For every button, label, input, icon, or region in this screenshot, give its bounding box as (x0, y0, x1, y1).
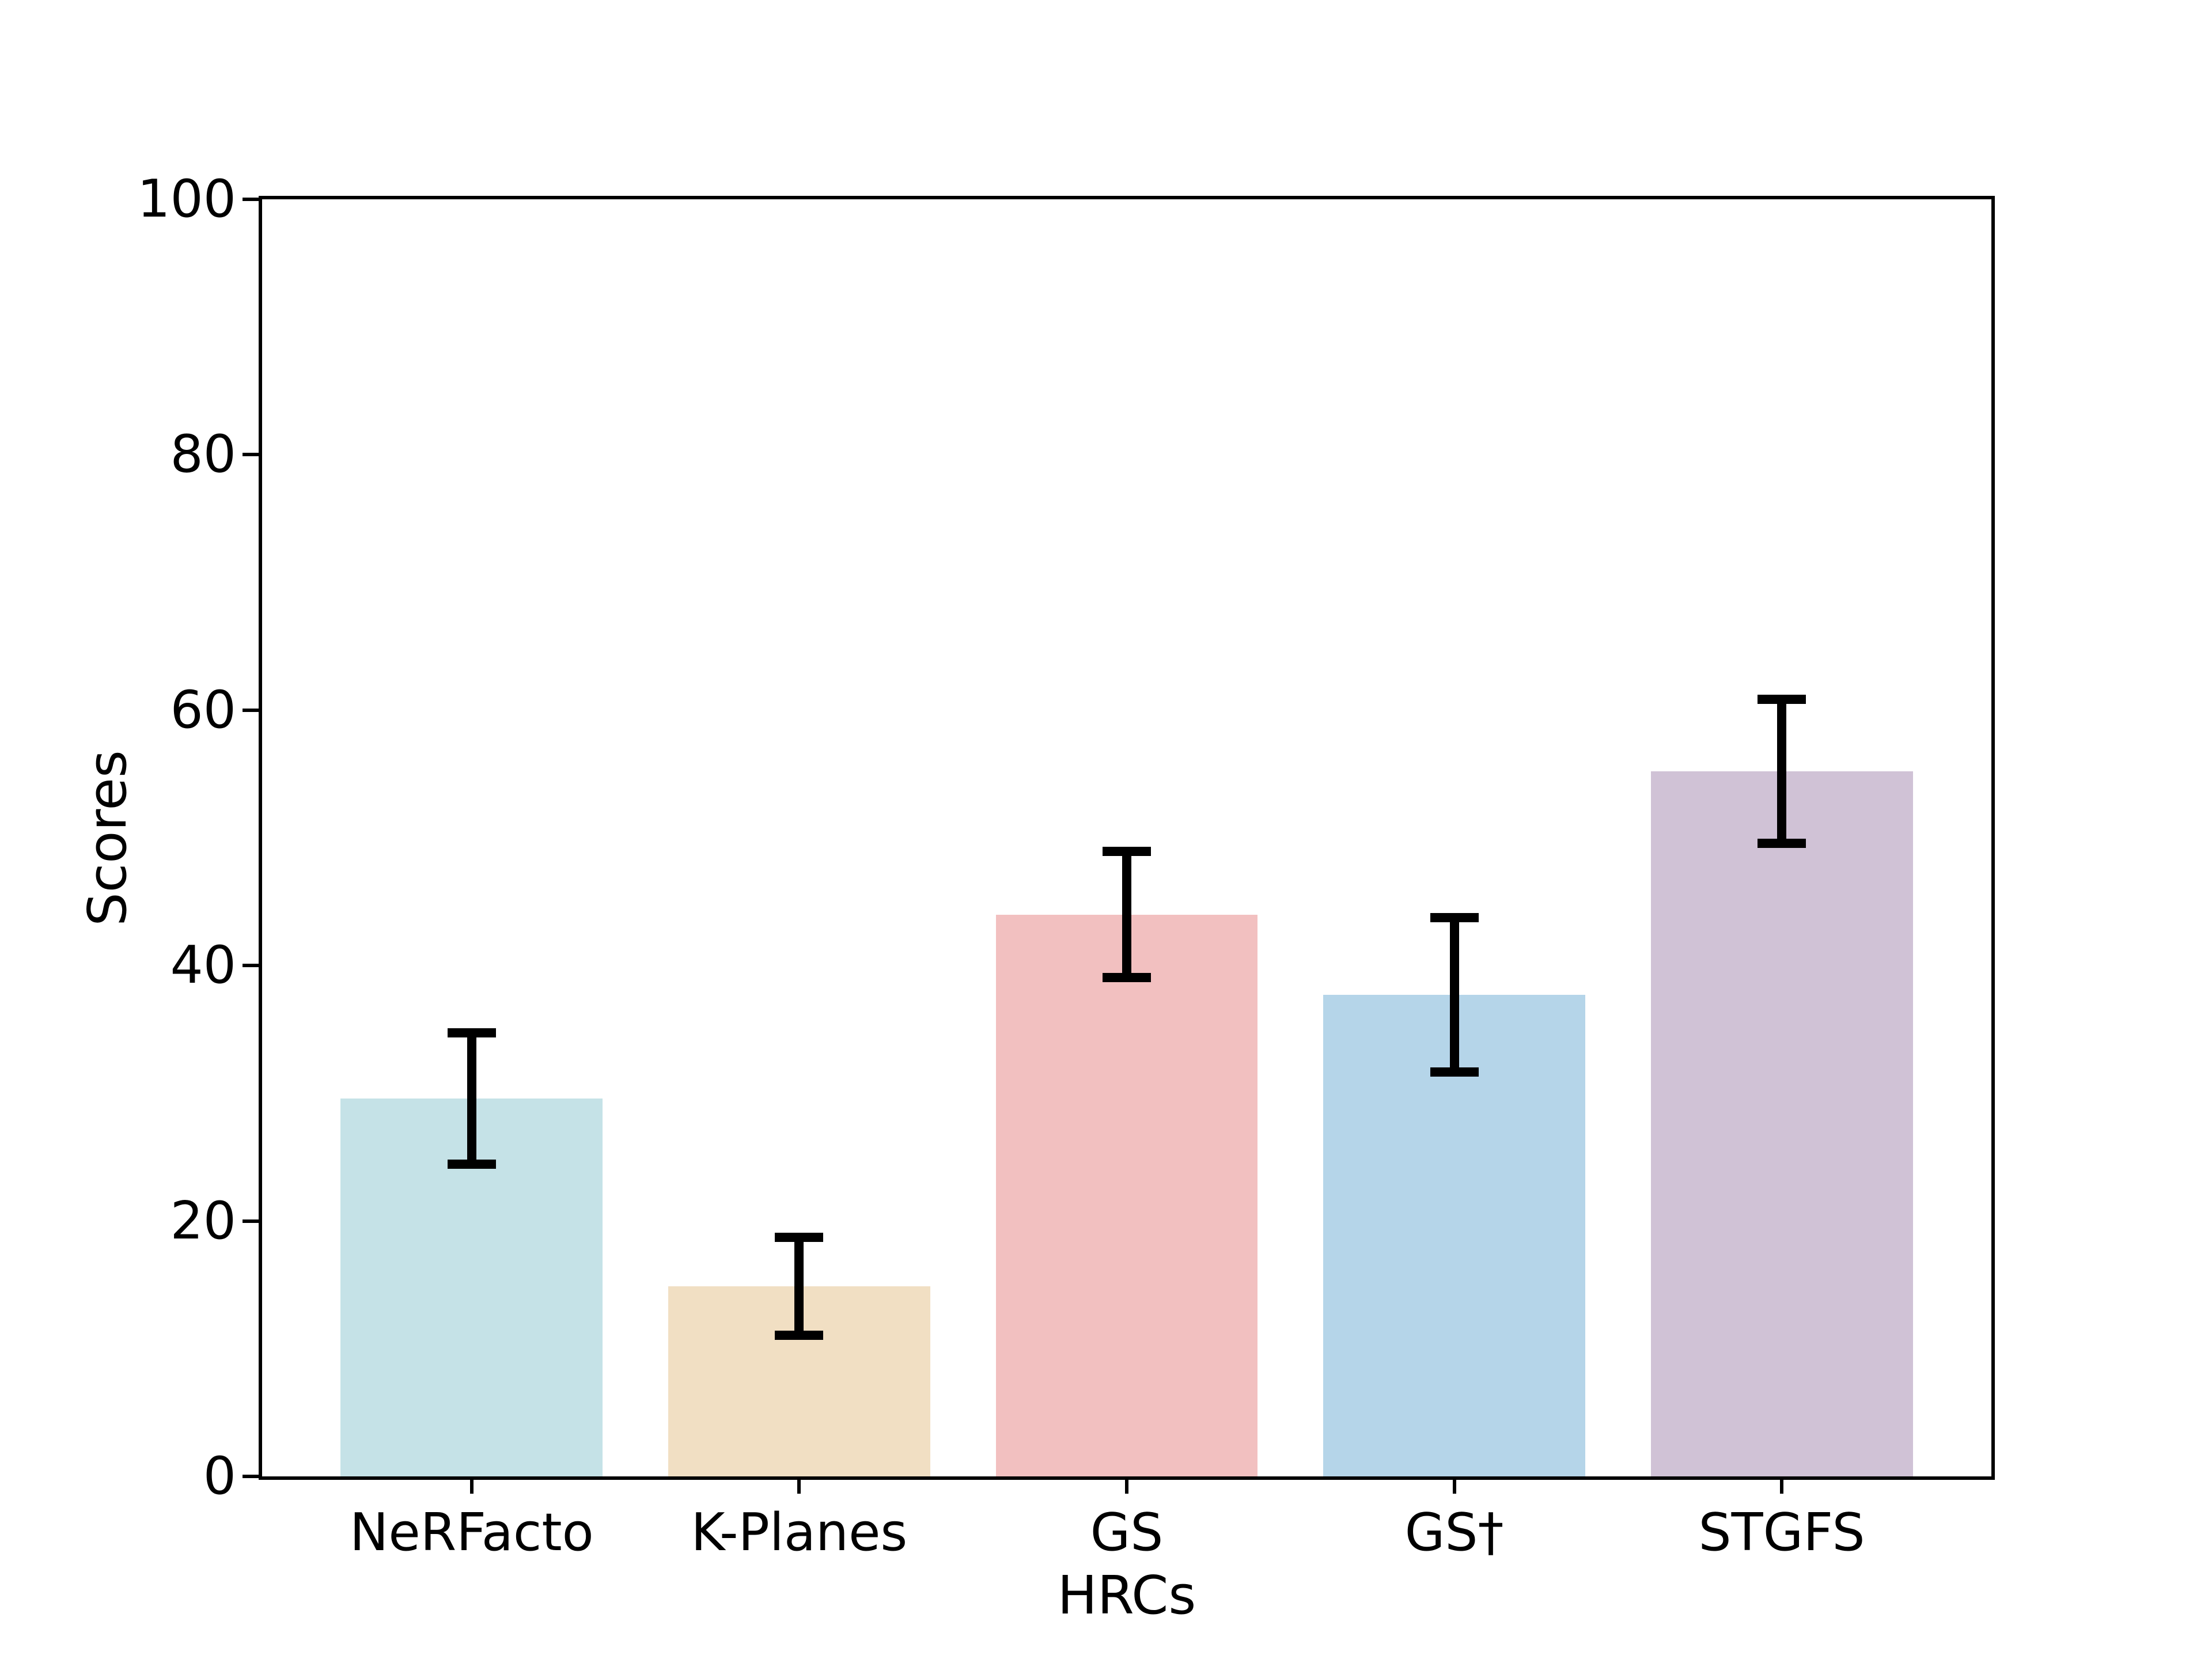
error-bar-cap-bottom (1758, 839, 1806, 849)
y-tick (243, 453, 259, 457)
error-bar-GS† (1430, 913, 1479, 1077)
error-bar-GS (1103, 847, 1151, 983)
y-tick-label: 40 (170, 935, 236, 996)
error-bar-line (1777, 695, 1787, 849)
bar-STGFS (1650, 771, 1913, 1476)
y-tick-label: 60 (170, 679, 236, 740)
error-bar-cap-top (1103, 847, 1151, 857)
x-tick-label-GS: GS (1090, 1502, 1164, 1563)
x-tick (797, 1476, 801, 1494)
y-tick (243, 1475, 259, 1478)
y-tick (243, 964, 259, 968)
error-bar-cap-top (447, 1028, 496, 1037)
error-bar-line (1449, 913, 1459, 1077)
y-tick-label: 80 (170, 424, 236, 485)
x-tick (1780, 1476, 1784, 1494)
y-tick (243, 198, 259, 201)
y-tick-label: 100 (137, 169, 236, 229)
x-tick-label-K-Planes: K-Planes (691, 1502, 908, 1563)
bar-GS (995, 914, 1258, 1476)
x-tick-label-GS†: GS† (1404, 1502, 1504, 1563)
error-bar-line (1122, 847, 1131, 983)
y-tick-label: 20 (170, 1190, 236, 1251)
y-tick (243, 708, 259, 712)
error-bar-cap-bottom (447, 1159, 496, 1169)
x-tick-label-NeRFacto: NeRFacto (350, 1502, 594, 1563)
error-bar-cap-top (775, 1232, 824, 1242)
x-axis-label: HRCs (1057, 1565, 1196, 1626)
error-bar-cap-top (1430, 913, 1479, 923)
error-bar-line (794, 1232, 804, 1340)
error-bar-cap-top (1758, 695, 1806, 704)
x-tick (1125, 1476, 1128, 1494)
x-tick (469, 1476, 474, 1494)
error-bar-K-Planes (775, 1232, 824, 1340)
y-axis-label: Scores (77, 750, 138, 926)
error-bar-NeRFacto (447, 1028, 496, 1169)
error-bar-cap-bottom (1103, 973, 1151, 983)
error-bar-STGFS (1758, 695, 1806, 849)
plot-area: 0 20 40 60 80 100 NeRFacto K-Planes GS GS† STGFS (137, 173, 1995, 1559)
y-tick (243, 1219, 259, 1223)
error-bar-cap-bottom (775, 1330, 824, 1340)
x-tick-label-STGFS: STGFS (1698, 1502, 1865, 1563)
x-tick (1452, 1476, 1456, 1494)
error-bar-line (467, 1028, 476, 1169)
y-tick-label: 0 (203, 1446, 236, 1506)
error-bar-cap-bottom (1430, 1067, 1479, 1077)
